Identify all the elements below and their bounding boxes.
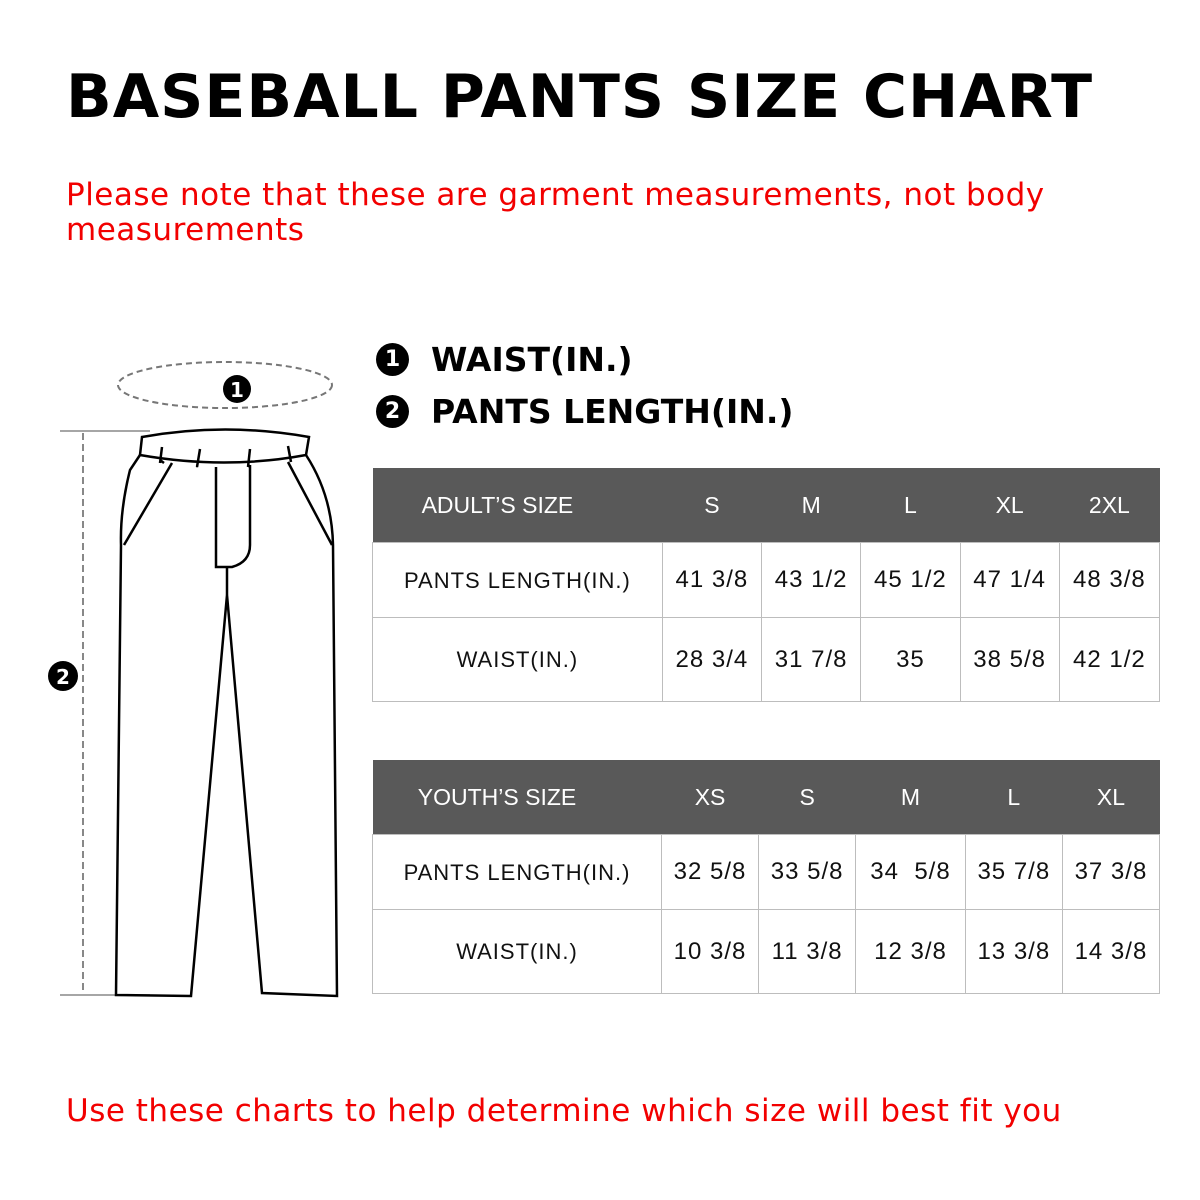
row-label: PANTS LENGTH(IN.) [372,834,662,910]
table-cell: 28 3/4 [661,617,763,702]
header-cell: ADULT’S SIZE [372,468,663,543]
legend-label: WAIST(IN.) [431,340,633,379]
table-cell: 45 1/2 [860,542,961,618]
number-1-icon: 1 [376,343,409,376]
table-cell: 35 [860,617,961,702]
row-label: PANTS LENGTH(IN.) [372,542,663,618]
header-cell: M [855,760,966,835]
header-cell: S [662,468,762,543]
table-cell: 12 3/8 [855,909,966,994]
table-cell: 11 3/8 [758,909,857,994]
table-cell: 31 7/8 [761,617,862,702]
header-cell: XS [661,760,759,835]
number-2-icon: 2 [376,395,409,428]
row-label: WAIST(IN.) [372,909,662,994]
header-cell: L [860,468,961,543]
legend-label: PANTS LENGTH(IN.) [431,392,794,431]
adult-size-table: ADULT’S SIZE S M L XL 2XL PANTS LENGTH(I… [372,468,1161,702]
svg-text:2: 2 [56,665,70,689]
header-cell: XL [960,468,1060,543]
footer-note: Use these charts to help determine which… [66,1093,1062,1129]
table-row: WAIST(IN.) 10 3/8 11 3/8 12 3/8 13 3/8 1… [372,909,1161,994]
table-cell: 35 7/8 [964,834,1063,910]
header-cell: XL [1062,760,1160,835]
svg-text:1: 1 [230,378,244,402]
garment-note: Please note that these are garment measu… [66,177,1045,248]
legend-length: 2 PANTS LENGTH(IN.) [376,392,794,431]
table-row: PANTS LENGTH(IN.) 32 5/8 33 5/8 34 5/8 3… [372,834,1161,910]
table-header-row: ADULT’S SIZE S M L XL 2XL [372,468,1160,543]
youth-size-table: YOUTH’S SIZE XS S M L XL PANTS LENGTH(IN… [372,760,1161,994]
table-cell: 38 5/8 [959,617,1060,702]
table-header-row: YOUTH’S SIZE XS S M L XL [372,760,1160,835]
table-cell: 34 5/8 [855,834,966,910]
table-cell: 13 3/8 [964,909,1063,994]
table-cell: 37 3/8 [1061,834,1161,910]
header-cell: 2XL [1059,468,1160,543]
table-cell: 43 1/2 [761,542,862,618]
row-label: WAIST(IN.) [372,617,663,702]
header-cell: M [761,468,861,543]
table-cell: 10 3/8 [660,909,760,994]
table-cell: 14 3/8 [1061,909,1161,994]
table-row: WAIST(IN.) 28 3/4 31 7/8 35 38 5/8 42 1/… [372,617,1161,702]
table-cell: 47 1/4 [959,542,1060,618]
table-cell: 41 3/8 [661,542,763,618]
header-cell: YOUTH’S SIZE [372,760,662,835]
header-cell: S [758,760,856,835]
waist-measure-ellipse [117,361,333,409]
legend-waist: 1 WAIST(IN.) [376,340,633,379]
table-row: PANTS LENGTH(IN.) 41 3/8 43 1/2 45 1/2 4… [372,542,1161,618]
page-title: BASEBALL PANTS SIZE CHART [66,62,1094,132]
header-cell: L [965,760,1063,835]
table-cell: 42 1/2 [1058,617,1161,702]
table-cell: 33 5/8 [758,834,857,910]
table-cell: 32 5/8 [660,834,760,910]
table-cell: 48 3/8 [1058,542,1161,618]
